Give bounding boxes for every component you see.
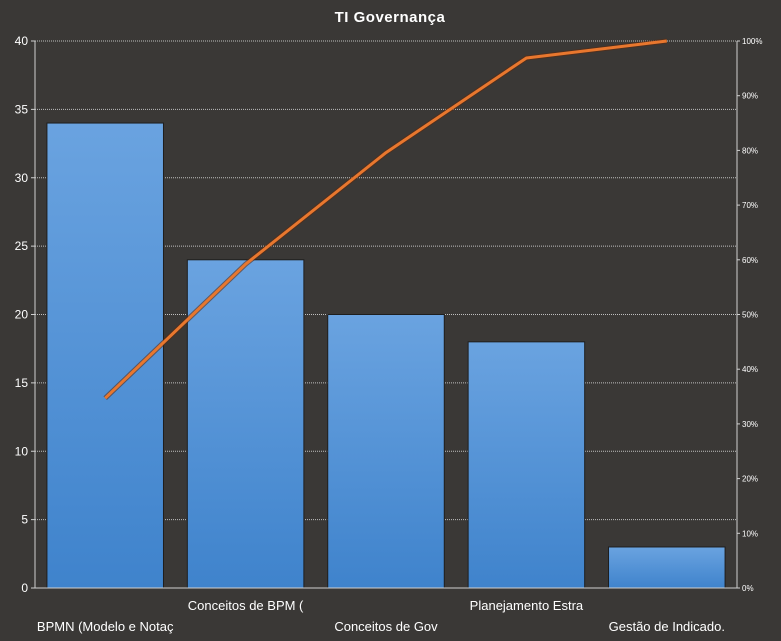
pareto-line: [104, 39, 667, 400]
y2-tick-label: 20%: [742, 475, 758, 484]
chart-title: TI Governança: [335, 9, 446, 26]
y2-tick-label: 60%: [742, 256, 758, 265]
x-tick-label: Planejamento Estra: [470, 598, 584, 613]
y-tick-label: 30: [15, 171, 29, 185]
y-tick-label: 10: [15, 444, 29, 458]
y-tick-label: 5: [21, 513, 28, 527]
y2-tick-label: 10%: [742, 529, 758, 538]
bar: [46, 122, 164, 589]
y2-tick-label: 40%: [742, 365, 758, 374]
y2-tick-label: 80%: [742, 146, 758, 155]
y-tick-label: 0: [21, 581, 28, 595]
y2-tick-label: 90%: [742, 92, 758, 101]
bar: [467, 341, 586, 589]
y-tick-label: 15: [15, 376, 29, 390]
y2-tick-label: 0%: [742, 584, 754, 593]
bar: [327, 314, 445, 589]
x-tick-label: Gestão de Indicado.: [609, 619, 725, 634]
y2-tick-label: 100%: [742, 37, 762, 46]
bar: [186, 259, 305, 589]
y2-tick-label: 30%: [742, 420, 758, 429]
x-tick-label: BPMN (Modelo e Notaç: [37, 619, 174, 634]
y-tick-label: 35: [15, 102, 29, 116]
y-tick-label: 40: [15, 34, 29, 48]
x-tick-label: Conceitos de Gov: [334, 619, 438, 634]
x-tick-label: Conceitos de BPM (: [188, 598, 304, 613]
y2-tick-label: 50%: [742, 311, 758, 320]
y2-tick-label: 70%: [742, 201, 758, 210]
bar: [608, 546, 726, 589]
y-tick-label: 20: [15, 308, 29, 322]
y-tick-label: 25: [15, 239, 29, 253]
